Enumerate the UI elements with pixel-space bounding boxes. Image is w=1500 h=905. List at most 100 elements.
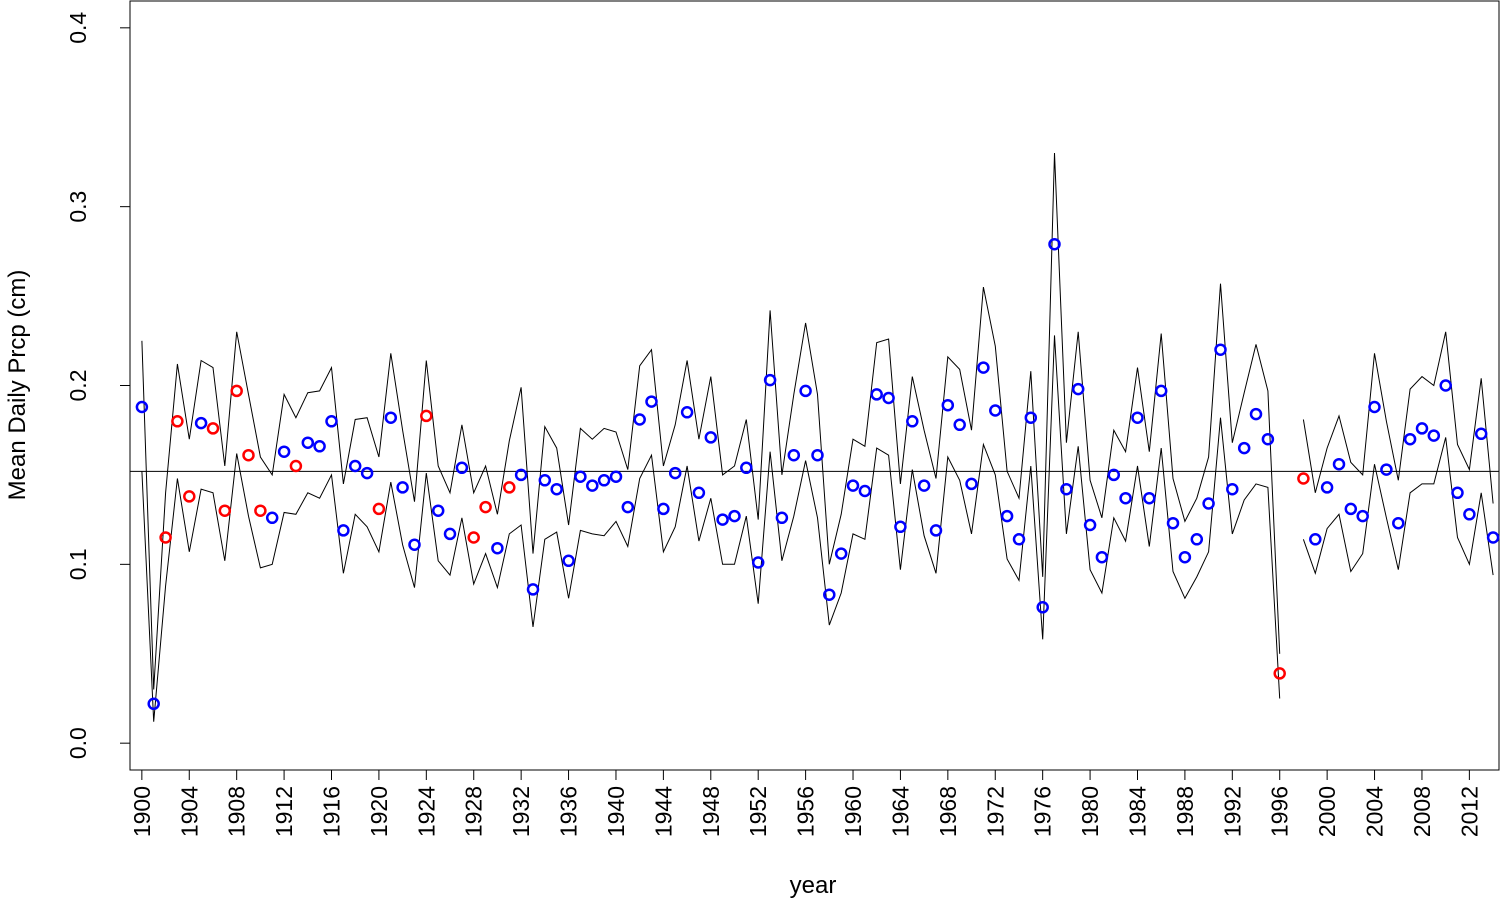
data-point <box>1463 508 1476 521</box>
data-point <box>858 484 872 498</box>
x-tick-label: 1968 <box>935 786 961 837</box>
data-point <box>894 520 907 534</box>
data-point <box>1202 497 1215 510</box>
data-point <box>645 395 658 408</box>
x-tick-label: 1912 <box>271 786 297 837</box>
data-point <box>550 482 563 496</box>
data-point <box>360 466 374 480</box>
x-tick-label: 1972 <box>982 786 1008 837</box>
data-point <box>787 448 801 462</box>
data-point <box>467 531 480 544</box>
data-point <box>218 504 232 517</box>
data-point <box>704 431 718 444</box>
data-point <box>657 502 670 516</box>
data-point <box>1178 550 1192 564</box>
y-axis-label: Mean Daily Prcp (cm) <box>4 270 31 501</box>
data-point <box>1439 379 1452 392</box>
data-point <box>1107 468 1121 482</box>
data-point <box>1036 601 1049 614</box>
data-point <box>1380 463 1393 476</box>
data-point <box>183 490 196 503</box>
data-point <box>621 500 635 514</box>
data-point <box>1344 502 1358 516</box>
data-point <box>692 486 706 500</box>
data-point <box>1083 518 1097 532</box>
x-tick-label: 1920 <box>366 786 392 837</box>
data-point <box>574 470 587 483</box>
data-point <box>1415 422 1429 435</box>
y-tick-label: 0.2 <box>65 370 91 402</box>
x-tick-label: 1916 <box>319 786 345 837</box>
y-tick-label: 0.3 <box>65 191 91 223</box>
data-point <box>751 556 765 569</box>
data-point <box>1166 516 1180 530</box>
data-point <box>846 479 860 492</box>
data-point <box>147 697 160 711</box>
data-point <box>420 409 433 423</box>
data-point <box>929 524 943 537</box>
data-point <box>1451 486 1464 500</box>
x-tick-label: 1948 <box>698 786 724 837</box>
data-point <box>443 527 457 541</box>
data-point <box>1392 516 1405 530</box>
data-point <box>586 479 599 492</box>
x-tick-label: 1924 <box>413 786 439 837</box>
data-point <box>408 538 421 551</box>
x-tick-label: 1976 <box>1030 786 1056 837</box>
data-point <box>1226 482 1239 496</box>
data-point <box>716 513 729 526</box>
data-point <box>609 470 623 483</box>
data-point <box>348 459 362 473</box>
x-tick-label: 1988 <box>1172 786 1198 837</box>
data-point <box>1071 382 1085 396</box>
data-point <box>431 504 445 517</box>
data-point <box>384 411 398 424</box>
data-point <box>1297 472 1310 485</box>
data-point <box>882 391 895 405</box>
data-point <box>1190 533 1204 546</box>
data-point <box>763 373 777 387</box>
x-tick-label: 1904 <box>176 786 202 837</box>
data-point <box>562 554 575 568</box>
data-point <box>325 415 338 428</box>
data-point <box>514 468 528 482</box>
data-point <box>834 547 848 560</box>
data-point <box>775 511 789 525</box>
data-point <box>906 415 919 428</box>
y-tick-label: 0.1 <box>65 548 91 580</box>
data-point <box>823 588 836 601</box>
y-tick-label: 0.0 <box>65 727 91 759</box>
data-point <box>491 541 504 555</box>
x-tick-label: 1928 <box>461 786 487 837</box>
data-point <box>977 361 990 374</box>
x-tick-label: 1992 <box>1219 786 1245 837</box>
data-point <box>1356 509 1369 523</box>
data-point <box>1332 457 1346 471</box>
x-tick-label: 1952 <box>745 786 771 837</box>
data-point <box>953 418 966 432</box>
data-point <box>1320 481 1334 494</box>
data-point <box>1273 667 1286 680</box>
data-point <box>503 481 516 494</box>
data-point <box>479 500 492 514</box>
data-point <box>337 524 350 537</box>
data-point <box>206 422 220 435</box>
data-point <box>811 448 824 462</box>
data-point <box>1024 411 1038 424</box>
data-point <box>1012 533 1026 546</box>
data-point <box>1261 432 1275 446</box>
data-point <box>1060 482 1073 496</box>
data-point <box>1249 407 1263 421</box>
y-tick-label: 0.4 <box>65 12 91 44</box>
x-tick-label: 2008 <box>1409 786 1435 837</box>
data-point <box>538 474 552 487</box>
data-point <box>1119 491 1132 505</box>
x-tick-label: 1940 <box>603 786 629 837</box>
data-point <box>1403 432 1417 446</box>
data-point <box>633 413 646 426</box>
x-tick-label: 1964 <box>887 786 913 837</box>
x-tick-label: 2012 <box>1456 786 1482 837</box>
data-point <box>372 502 386 516</box>
x-tick-label: 2000 <box>1314 786 1340 837</box>
